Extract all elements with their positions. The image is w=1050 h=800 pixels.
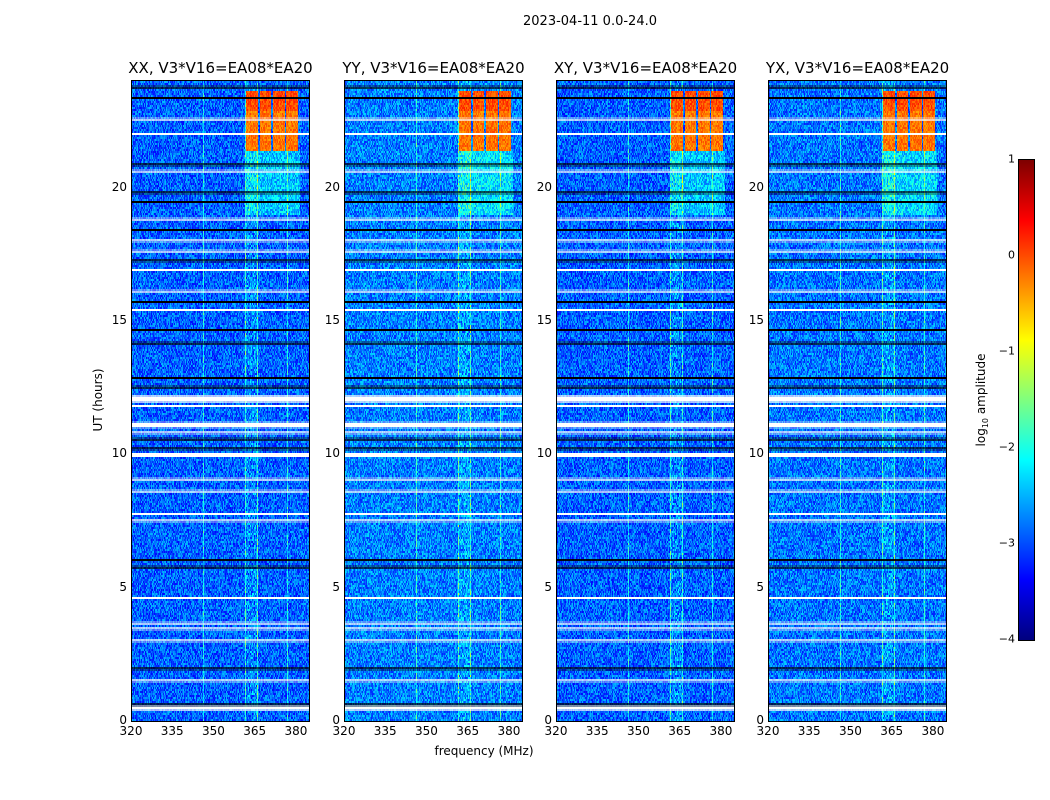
panel-title: YY, V3*V16=EA08*EA20 [342,59,525,77]
x-tick-label: 335 [160,724,184,738]
x-tick-label: 320 [332,724,356,738]
x-tick-label: 320 [756,724,780,738]
colorbar-tick-label: 1 [1008,152,1015,166]
colorbar-tick-label: −1 [998,344,1015,358]
y-tick-label: 10 [324,446,340,461]
x-tick-label: 380 [284,724,308,738]
waterfall-panel [131,80,310,722]
y-tick-label: 0 [332,713,340,727]
colorbar-tick-label: 0 [1008,248,1015,262]
colorbar-tick-label: −3 [998,536,1015,550]
x-tick-label: 350 [415,724,438,738]
waterfall-panel [768,80,947,722]
y-tick-label: 15 [536,313,552,327]
figure-title: 2023-04-11 0.0-24.0 [523,14,657,29]
panel-title: XX, V3*V16=EA08*EA20 [128,59,313,77]
y-tick-label: 15 [748,313,764,327]
y-tick-label: 20 [324,179,340,194]
x-tick-label: 365 [668,724,692,738]
x-tick-label: 335 [585,724,609,738]
x-tick-label: 365 [456,724,480,738]
y-tick-label: 20 [748,179,764,194]
colorbar-tick-label: −4 [998,632,1015,646]
waterfall-panel [556,80,735,722]
y-tick-label: 10 [111,446,127,461]
y-axis-label: UT (hours) [91,368,105,432]
y-tick-label: 5 [756,579,764,594]
y-tick-label: 20 [111,179,127,194]
x-tick-label: 335 [797,724,821,738]
waterfall-panel [344,80,523,722]
panel-title: XY, V3*V16=EA08*EA20 [553,59,738,77]
y-tick-label: 15 [324,313,340,327]
y-tick-label: 0 [756,713,764,727]
y-tick-label: 0 [119,713,127,727]
x-tick-label: 335 [373,724,397,738]
y-tick-label: 5 [119,579,127,594]
x-tick-label: 350 [202,724,225,738]
x-tick-label: 350 [839,724,862,738]
x-tick-label: 380 [709,724,733,738]
y-tick-label: 5 [544,579,552,594]
colorbar-label: log10 amplitude [973,353,991,447]
x-tick-label: 365 [880,724,904,738]
y-tick-label: 10 [536,446,552,461]
x-tick-label: 320 [544,724,568,738]
y-tick-label: 20 [536,179,552,194]
x-tick-label: 365 [243,724,267,738]
y-tick-label: 10 [748,446,764,461]
x-tick-label: 380 [497,724,521,738]
y-tick-label: 0 [544,713,552,727]
x-axis-label: frequency (MHz) [434,744,534,758]
x-tick-label: 350 [627,724,650,738]
panel-title: YX, V3*V16=EA08*EA20 [765,59,950,77]
x-tick-label: 380 [921,724,945,738]
colorbar [1018,159,1035,641]
y-tick-label: 15 [111,313,127,327]
x-tick-label: 320 [119,724,143,738]
colorbar-tick-label: −2 [998,440,1015,454]
y-tick-label: 5 [332,579,340,594]
